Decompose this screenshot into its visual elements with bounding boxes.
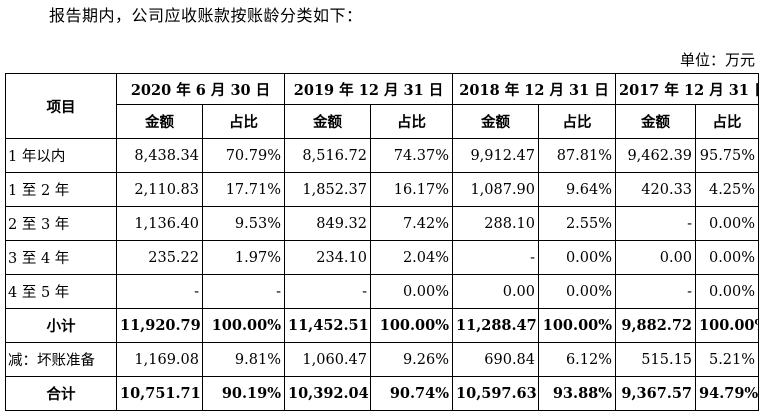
amount-cell: 1,060.47 xyxy=(284,342,371,377)
ratio-cell: 74.37% xyxy=(369,138,454,173)
ratio-cell: 90.74% xyxy=(369,376,454,411)
amount-cell: 420.33 xyxy=(615,172,697,207)
amount-cell: 1,136.40 xyxy=(116,206,203,241)
amount-cell: 235.22 xyxy=(116,240,203,275)
amount-header: 金额 xyxy=(452,104,540,139)
table-row: 1 年以内 8,438.34 70.79% 8,516.72 74.37% 9,912.4… xyxy=(5,138,760,173)
amount-cell: 8,438.34 xyxy=(116,138,203,173)
table-row: 2 至 3 年 1,136.40 9.53% 849.32 7.42% 288.10 2.5… xyxy=(5,206,760,241)
ratio-cell: 100.00% xyxy=(202,308,285,343)
amount-cell: 9,912.47 xyxy=(452,138,540,173)
row-label: 2 至 3 年 xyxy=(5,206,117,241)
amount-header: 金额 xyxy=(284,104,371,139)
ratio-cell: 7.42% xyxy=(369,206,454,241)
ratio-cell: 0.00% xyxy=(538,240,617,275)
ratio-cell: 16.17% xyxy=(369,172,454,207)
ratio-cell: 4.25% xyxy=(695,172,760,207)
amount-cell: 0.00 xyxy=(452,274,540,309)
amount-cell: 849.32 xyxy=(284,206,371,241)
ratio-cell: 90.19% xyxy=(202,376,285,411)
table-row: 3 至 4 年 235.22 1.97% 234.10 2.04% -0.00% 0.00 0… xyxy=(5,240,760,275)
amount-cell: 515.15 xyxy=(615,342,697,377)
row-label: 减：坏账准备 xyxy=(5,342,117,377)
period-header: 2019 年 12 月 31 日 xyxy=(283,73,454,105)
amount-cell: - xyxy=(284,274,371,309)
table-row: 1 至 2 年 2,110.83 17.71% 1,852.37 16.17% 1,087… xyxy=(5,172,760,207)
table-body: 1 年以内 8,438.34 70.79% 8,516.72 74.37% 9,912.4… xyxy=(5,138,760,411)
row-label: 1 至 2 年 xyxy=(5,172,117,207)
amount-cell: 11,920.79 xyxy=(116,308,203,343)
amount-cell: 10,751.71 xyxy=(116,376,203,411)
ratio-cell: 1.97% xyxy=(202,240,285,275)
ratio-cell: 0.00% xyxy=(538,274,617,309)
amount-cell: 10,392.04 xyxy=(284,376,371,411)
amount-cell: - xyxy=(116,274,203,309)
amount-cell: 2,110.83 xyxy=(116,172,203,207)
amount-cell: 288.10 xyxy=(452,206,540,241)
ratio-header: 占比 xyxy=(695,104,760,139)
table-row: 小计 11,920.79 100.00% 11,452.51 100.00% 11,288… xyxy=(5,308,760,343)
ratio-cell: 9.64% xyxy=(538,172,617,207)
row-label: 3 至 4 年 xyxy=(5,240,117,275)
amount-cell: 690.84 xyxy=(452,342,540,377)
row-label: 4 至 5 年 xyxy=(5,274,117,309)
aging-table: 项目 2020 年 6 月 30 日 2019 年 12 月 31 日 2018… xyxy=(5,73,760,411)
ratio-cell: 9.53% xyxy=(202,206,285,241)
amount-cell: 1,169.08 xyxy=(116,342,203,377)
amount-cell: 9,462.39 xyxy=(615,138,697,173)
ratio-cell: 100.00% xyxy=(538,308,617,343)
amount-cell: 8,516.72 xyxy=(284,138,371,173)
amount-cell: 1,087.90 xyxy=(452,172,540,207)
ratio-cell: 93.88% xyxy=(538,376,617,411)
period-header: 2017 年 12 月 31 日 xyxy=(615,73,760,105)
amount-cell: 11,452.51 xyxy=(284,308,371,343)
ratio-cell: 87.81% xyxy=(538,138,617,173)
amount-cell: - xyxy=(615,206,697,241)
amount-cell: - xyxy=(452,240,540,275)
amount-cell: 10,597.63 xyxy=(452,376,540,411)
row-label: 合计 xyxy=(5,376,117,411)
ratio-header: 占比 xyxy=(369,104,454,139)
amount-header: 金额 xyxy=(116,104,203,139)
intro-text: 报告期内，公司应收账款按账龄分类如下： xyxy=(49,6,363,25)
amount-cell: 9,882.72 xyxy=(615,308,697,343)
ratio-cell: 0.00% xyxy=(695,206,760,241)
ratio-header: 占比 xyxy=(538,104,617,139)
amount-cell: 9,367.57 xyxy=(615,376,697,411)
period-header: 2020 年 6 月 30 日 xyxy=(116,73,285,105)
ratio-cell: 100.00% xyxy=(369,308,454,343)
table-row: 4 至 5 年 - - -0.00% 0.00 0.00% -0.00% xyxy=(5,274,760,309)
ratio-cell: 0.00% xyxy=(369,274,454,309)
amount-cell: 234.10 xyxy=(284,240,371,275)
row-label: 小计 xyxy=(5,308,117,343)
period-header: 2018 年 12 月 31 日 xyxy=(452,73,617,105)
amount-cell: 1,852.37 xyxy=(284,172,371,207)
ratio-cell: - xyxy=(202,274,285,309)
ratio-cell: 17.71% xyxy=(202,172,285,207)
ratio-cell: 5.21% xyxy=(695,342,760,377)
ratio-cell: 100.00% xyxy=(695,308,760,343)
ratio-cell: 9.26% xyxy=(369,342,454,377)
ratio-cell: 0.00% xyxy=(695,274,760,309)
ratio-cell: 2.04% xyxy=(369,240,454,275)
amount-header: 金额 xyxy=(615,104,697,139)
table-row: 合计 10,751.71 90.19% 10,392.04 90.74% 10,597.6… xyxy=(5,376,760,411)
unit-label: 单位：万元 xyxy=(679,51,755,69)
ratio-cell: 0.00% xyxy=(695,240,760,275)
ratio-cell: 70.79% xyxy=(202,138,285,173)
item-header: 项目 xyxy=(5,73,117,139)
ratio-header: 占比 xyxy=(202,104,285,139)
amount-cell: - xyxy=(615,274,697,309)
table-row: 减：坏账准备 1,169.08 9.81% 1,060.47 9.26% 690.84 6.… xyxy=(5,342,760,377)
ratio-cell: 9.81% xyxy=(202,342,285,377)
ratio-cell: 95.75% xyxy=(695,138,760,173)
ratio-cell: 2.55% xyxy=(538,206,617,241)
amount-cell: 0.00 xyxy=(615,240,697,275)
ratio-cell: 94.79% xyxy=(695,376,760,411)
amount-cell: 11,288.47 xyxy=(452,308,540,343)
row-label: 1 年以内 xyxy=(5,138,117,173)
ratio-cell: 6.12% xyxy=(538,342,617,377)
